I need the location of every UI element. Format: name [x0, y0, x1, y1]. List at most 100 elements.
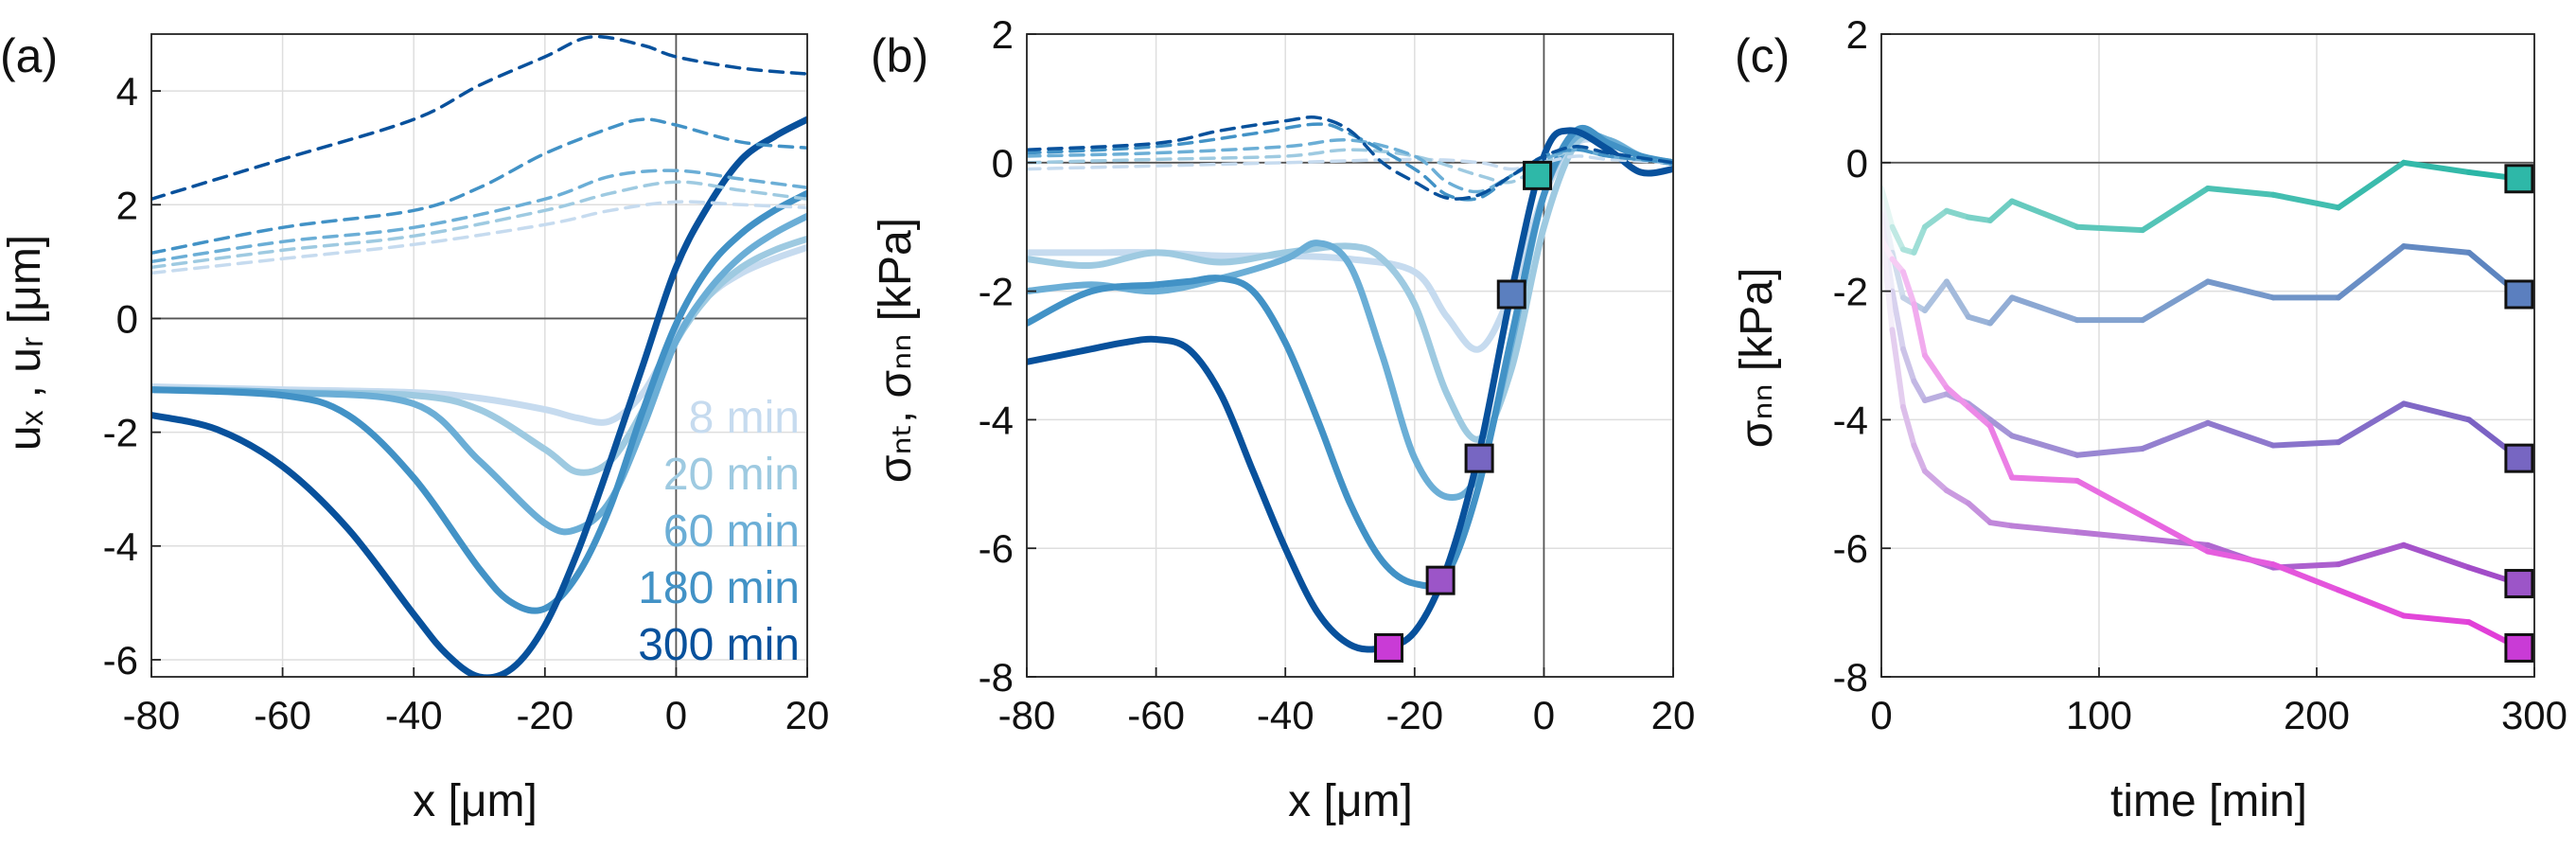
c-ytick-label: -8 [1833, 655, 1868, 700]
c-series-3-segment [2074, 445, 2145, 458]
a-legend-entry-20-min: 20 min [663, 450, 800, 500]
panel-c-chart: 0 100 200 300 -8 -6 -4 -2 0 2 [1833, 12, 2567, 737]
a-ytick-label: 4 [116, 69, 138, 114]
c-axes-frame [1880, 33, 2535, 678]
a-ytick-label: -4 [103, 524, 138, 569]
c-series-1-segment [2401, 159, 2472, 175]
b-ytick-label: -6 [979, 526, 1014, 571]
a-series-u_z-20-min [151, 180, 807, 270]
c-series-1-segment [1922, 207, 1950, 230]
c-series-5-segment [2009, 474, 2080, 484]
b-xtick-label: -80 [998, 693, 1056, 737]
c-marker-4 [2504, 569, 2534, 599]
c-ytick-label: 0 [1846, 141, 1868, 186]
a-series-u_z-180-min [151, 117, 807, 256]
panel-a-xlabel: x [μm] [413, 776, 538, 826]
panel-label-a: (a) [0, 29, 58, 82]
panel-c-ylabel: σₙₙ [kPa] [1732, 268, 1782, 449]
c-series-5-segment [2401, 612, 2472, 626]
b-marker-4 [1496, 279, 1526, 310]
a-ytick-label: -6 [103, 638, 138, 683]
c-series-3-segment [2205, 419, 2276, 449]
c-series-2-segment [1944, 278, 1971, 320]
a-series-u_x-180-min [151, 189, 807, 614]
c-series-5-segment [1987, 423, 2015, 481]
b-axes-frame [1026, 33, 1674, 678]
a-axes-frame [150, 33, 808, 678]
c-series-2-segment [1987, 294, 2015, 327]
a-series-group [151, 34, 807, 677]
b-ytick-label: 2 [992, 12, 1014, 57]
c-series-4-segment [1900, 403, 1917, 449]
c-series-5-segment [2074, 477, 2145, 520]
b-series-sigma_nt-300-min [1027, 115, 1673, 201]
c-ytick-label: -6 [1833, 526, 1868, 571]
b-series-sigma_nn-180-min [1027, 125, 1673, 590]
c-series-1-segment [1987, 198, 2015, 223]
b-ytick-label: -2 [979, 270, 1014, 314]
c-series-1-segment [2270, 191, 2341, 211]
c-series-5-segment [2140, 513, 2211, 555]
c-series-2-segment [2336, 243, 2407, 301]
c-series-2-segment [2140, 278, 2211, 324]
c-series-3-segment [1922, 391, 1950, 404]
a-series-u_x-300-min [151, 115, 807, 677]
c-series-5-segment [1881, 237, 1896, 262]
c-series-2-segment [2009, 294, 2080, 324]
c-series-3-segment [2140, 419, 2211, 452]
c-series-1-segment [1911, 223, 1928, 256]
c-series-4-segment [1922, 468, 1950, 494]
a-xtick-label: 20 [785, 693, 830, 737]
a-legend-entry-300-min: 300 min [638, 620, 800, 670]
c-series-4-segment [1889, 327, 1906, 410]
b-xtick-label: 0 [1533, 693, 1555, 737]
c-series-5-segment [2270, 561, 2341, 594]
c-series-1-segment [1881, 185, 1896, 230]
c-series-5-segment [1944, 384, 1971, 410]
c-marker-3 [2504, 443, 2534, 473]
a-xtick-label: -40 [385, 693, 443, 737]
b-marker-2 [1425, 565, 1456, 595]
panel-a-ylabel: uₓ , uᵣ [μm] [0, 235, 50, 451]
c-series-3-segment [2009, 433, 2080, 458]
b-marker-3 [1464, 443, 1494, 473]
c-series-3-segment [1987, 417, 2015, 439]
c-marker-2 [2504, 279, 2534, 310]
b-ytick-label: -4 [979, 398, 1014, 442]
c-series-4-segment [1944, 488, 1971, 506]
b-xtick-label: -40 [1257, 693, 1314, 737]
c-series-3-segment [2336, 400, 2407, 446]
c-series-1-segment [2009, 198, 2080, 230]
a-legend-entry-60-min: 60 min [663, 506, 800, 557]
c-series-2-segment [2401, 243, 2472, 256]
a-ytick-label: 2 [116, 183, 138, 227]
b-xtick-label: -20 [1385, 693, 1443, 737]
c-ytick-label: 2 [1846, 12, 1868, 57]
c-series-4-segment [1911, 442, 1928, 474]
c-series-4-segment [2401, 541, 2472, 571]
c-series-3-segment [1889, 288, 1906, 352]
c-series-1-segment [2140, 185, 2211, 234]
c-series-1-segment [2205, 185, 2276, 198]
b-xtick-label: 20 [1651, 693, 1696, 737]
c-series-1-segment [2336, 159, 2407, 211]
c-marker-5 [2504, 632, 2534, 663]
a-ytick-label: 0 [116, 296, 138, 341]
b-series-sigma_nn-20-min [1027, 132, 1673, 443]
panel-c-xlabel: time [min] [2110, 776, 2307, 826]
c-series-4-segment [2009, 523, 2080, 536]
panel-label-c: (c) [1735, 29, 1790, 82]
panel-b-chart: -80 -60 -40 -20 0 20-8-6-4-202 [979, 12, 1696, 737]
c-series-4-segment [2074, 529, 2145, 542]
c-series-3-segment [1900, 346, 1917, 384]
c-series-1-segment [2074, 223, 2145, 234]
c-series-5-segment [1900, 269, 1917, 308]
c-series-2-segment [1966, 313, 1993, 327]
c-xtick-label: 100 [2066, 693, 2132, 737]
a-series-u_z-60-min [151, 168, 807, 264]
a-xtick-label: -60 [254, 693, 311, 737]
a-xtick-label: -80 [123, 693, 181, 737]
